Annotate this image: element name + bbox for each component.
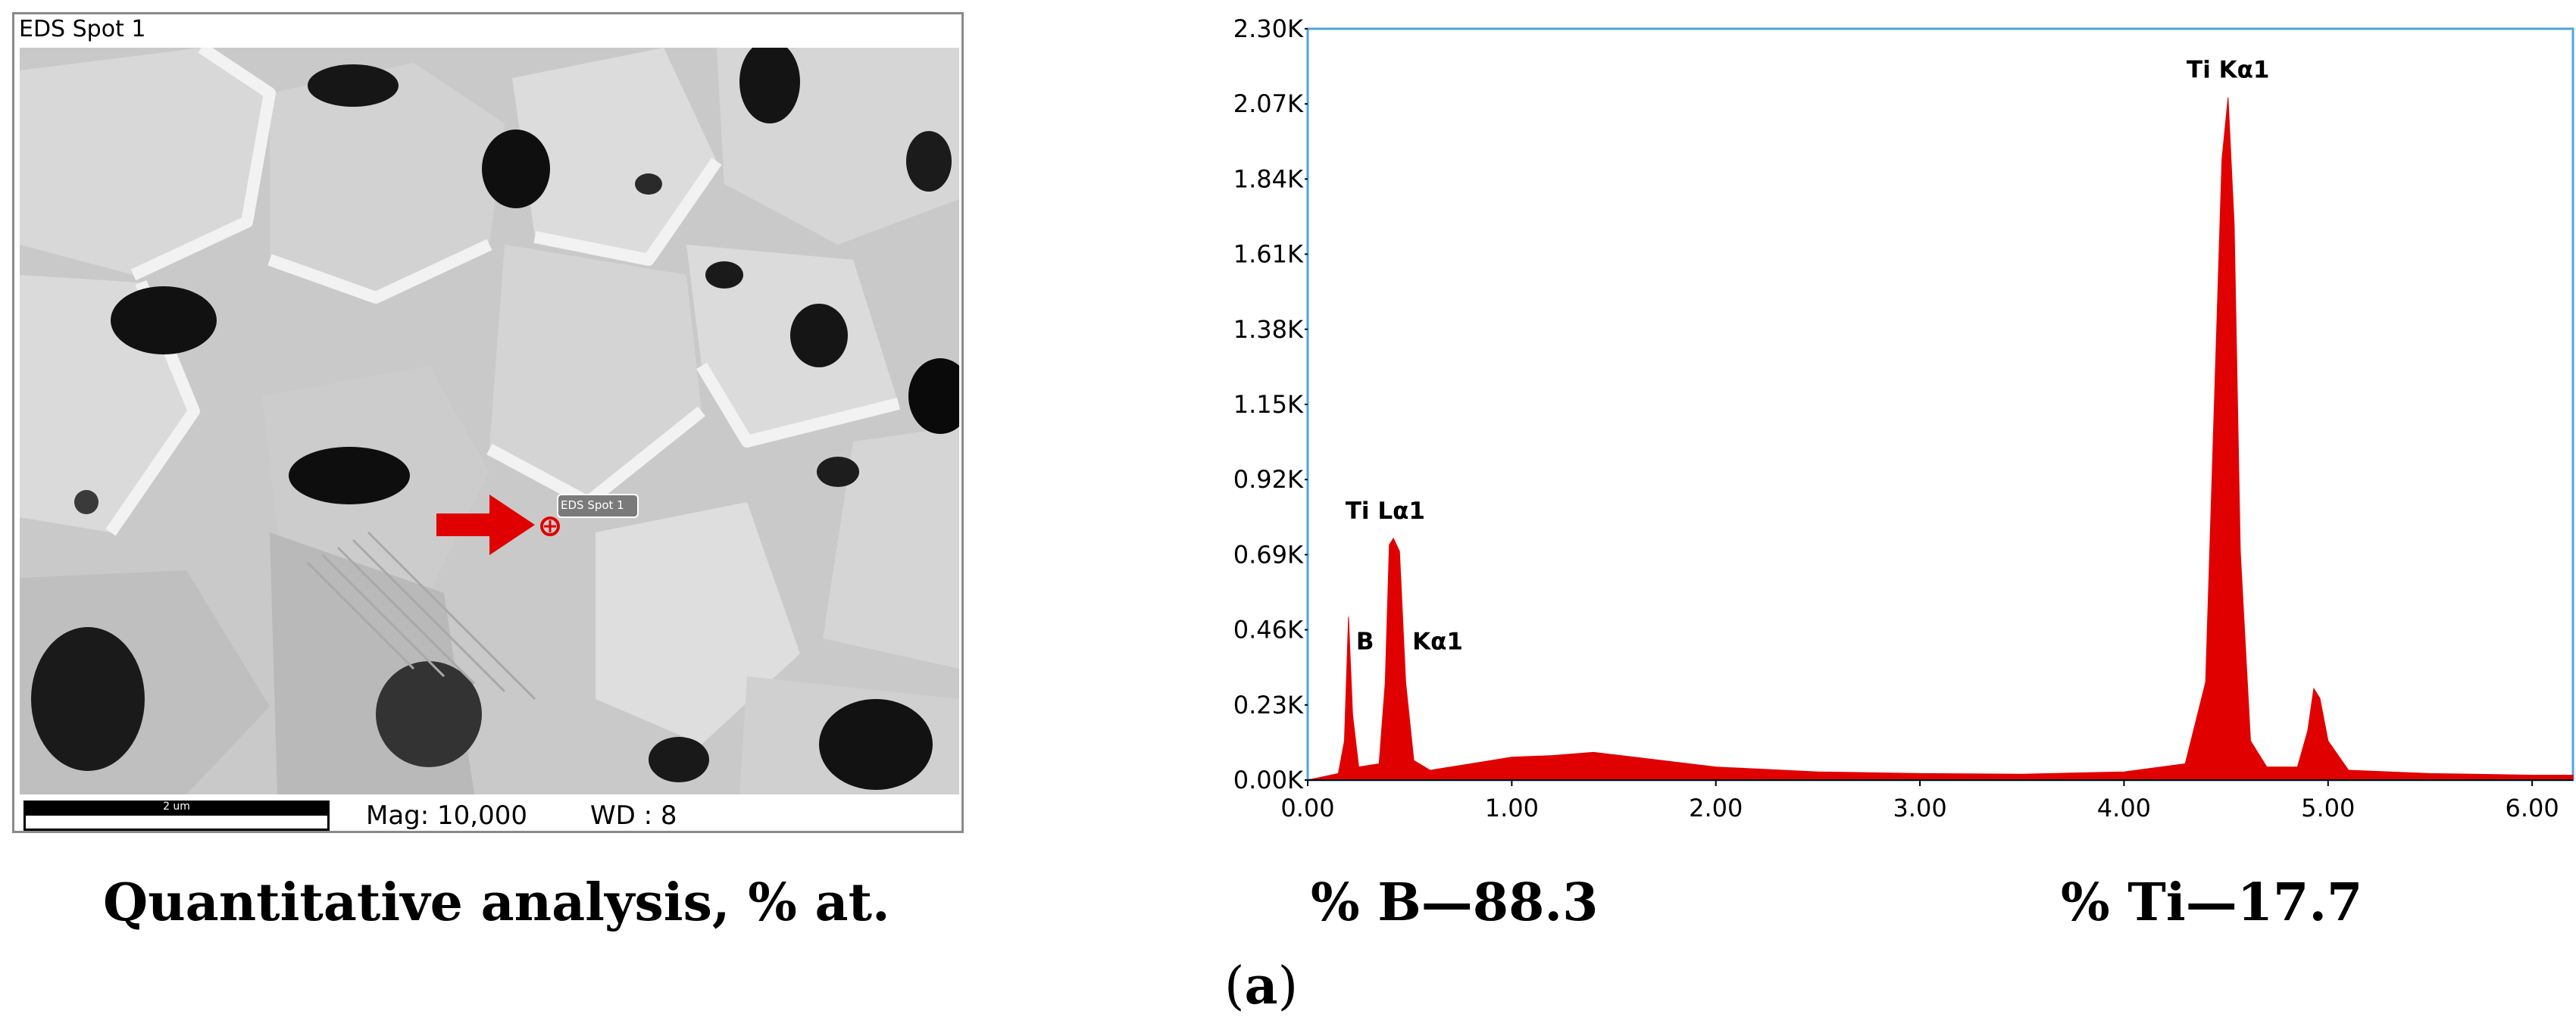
sem-image-panel: EDS Spot 1	[12, 12, 964, 833]
y-tick-label: 2.30K	[1233, 14, 1304, 43]
y-tick-label: 1.15K	[1233, 390, 1304, 419]
panel-label-letter: a	[1244, 956, 1278, 1016]
peak-label: B	[1356, 628, 1374, 655]
x-axis-ticks: 0.00 1.00 2.00 3.00 4.00 5.00 6.00	[1280, 780, 2559, 822]
sem-micrograph: EDS Spot 1	[20, 48, 959, 794]
magnification-label: Mag: 10,000	[366, 800, 527, 831]
eds-spot-tag: EDS Spot 1	[561, 498, 624, 512]
y-tick-label: 1.38K	[1233, 315, 1304, 344]
scale-bar-label: 2 um	[163, 800, 190, 813]
micrograph-image	[20, 48, 959, 794]
plot-area	[1306, 27, 2574, 782]
boron-percent-caption: % B—88.3	[1311, 872, 1599, 933]
y-tick-label: 0.69K	[1233, 540, 1304, 569]
panel-label-open: (	[1224, 957, 1245, 1016]
spectrum-series-fill	[1307, 97, 2574, 781]
x-tick-label: 5.00	[2301, 794, 2355, 822]
y-axis-ticks: 0.00K 0.23K 0.46K 0.69K 0.92K 1.15K 1.38K 1.61K…	[1233, 14, 1308, 794]
x-tick-label: 4.00	[2097, 794, 2151, 822]
x-tick-label: 3.00	[1893, 794, 1946, 822]
peak-label: Ti Lα1	[1346, 498, 1425, 525]
x-tick-label: 1.00	[1485, 794, 1539, 822]
scale-bar-fill	[26, 803, 327, 816]
y-tick-label: 0.92K	[1233, 465, 1304, 494]
y-tick-label: 2.07K	[1233, 89, 1304, 118]
titanium-percent-caption: % Ti—17.7	[2061, 872, 2363, 933]
working-distance-label: WD : 8	[590, 800, 677, 831]
x-tick-label: 0.00	[1280, 794, 1334, 822]
eds-spectrum-chart: 0.00K 0.23K 0.46K 0.69K 0.92K 1.15K 1.38K 1.61K…	[1233, 14, 2574, 822]
peak-labels: B Kα1 Ti Lα1 Ti Kα1	[1346, 57, 2270, 656]
peak-label: Kα1	[1412, 628, 1463, 655]
peak-label: Ti Kα1	[2187, 57, 2269, 84]
scale-bar: 2 um	[23, 800, 330, 831]
quantitative-analysis-caption: Quantitative analysis, % at.	[103, 872, 890, 933]
y-tick-label: 0.46K	[1233, 616, 1304, 644]
sem-panel-title: EDS Spot 1	[19, 16, 146, 42]
eds-spectrum-panel: 0.00K 0.23K 0.46K 0.69K 0.92K 1.15K 1.38K 1.61K…	[1190, 12, 2576, 833]
x-tick-label: 2.00	[1689, 794, 1743, 822]
y-tick-label: 1.61K	[1233, 240, 1304, 269]
y-tick-label: 0.23K	[1233, 691, 1304, 719]
sem-footer: 2 um Mag: 10,000 WD : 8	[14, 796, 961, 832]
y-tick-label: 0.00K	[1233, 766, 1304, 794]
eds-spot-marker	[436, 494, 639, 555]
x-tick-label: 6.00	[2506, 794, 2559, 822]
y-tick-label: 1.84K	[1233, 164, 1304, 193]
panel-label: (a)	[1224, 956, 1298, 1016]
panel-label-close: )	[1277, 957, 1299, 1016]
